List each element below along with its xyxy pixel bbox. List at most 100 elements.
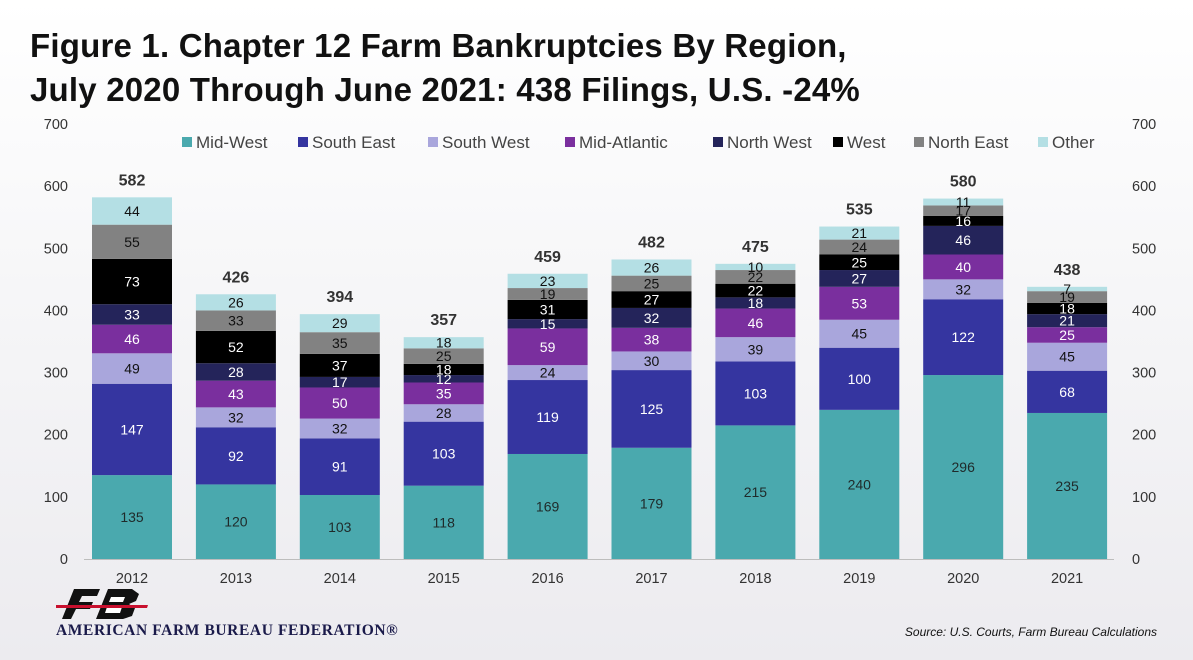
data-label: 18 — [748, 295, 764, 311]
bar-segment — [819, 254, 900, 271]
bar-segment — [715, 308, 796, 338]
data-label: 43 — [228, 386, 244, 402]
legend-swatch — [428, 137, 438, 147]
data-label: 25 — [644, 275, 660, 291]
bar-segment — [507, 453, 588, 559]
organization-name: AMERICAN FARM BUREAU FEDERATION® — [56, 622, 399, 639]
bar-segment — [923, 299, 1004, 376]
y-tick-label-left: 300 — [44, 366, 68, 382]
data-label: 28 — [228, 364, 244, 380]
data-label: 40 — [955, 259, 971, 275]
bar-segment — [1027, 327, 1108, 343]
y-tick-label-left: 100 — [44, 490, 68, 506]
bar-segment — [611, 447, 692, 559]
data-label: 45 — [852, 326, 868, 342]
data-label: 33 — [124, 306, 140, 322]
total-label: 426 — [223, 269, 250, 286]
bar-segment — [715, 283, 796, 298]
legend-swatch — [713, 137, 723, 147]
bar-segment — [819, 286, 900, 320]
bar-segment — [715, 425, 796, 559]
bar-segment — [299, 494, 380, 559]
total-label: 357 — [430, 312, 457, 329]
data-label: 50 — [332, 395, 348, 411]
x-tick-label: 2013 — [220, 571, 252, 587]
data-label: 21 — [852, 225, 868, 241]
data-label: 25 — [852, 254, 868, 270]
data-label: 215 — [744, 484, 768, 500]
bar-segment — [819, 226, 900, 240]
data-label: 25 — [1059, 327, 1075, 343]
bar-segment — [195, 484, 276, 559]
bar-segment — [1027, 291, 1108, 303]
y-tick-label-left: 400 — [44, 303, 68, 319]
bar-segment — [92, 224, 172, 259]
x-tick-label: 2015 — [428, 571, 460, 587]
bar-segment — [923, 225, 1004, 255]
data-label: 24 — [540, 365, 556, 381]
bar-segment — [819, 409, 900, 559]
data-label: 169 — [536, 498, 560, 514]
data-label: 39 — [748, 341, 764, 357]
data-label: 19 — [540, 286, 556, 302]
bar-segment — [299, 332, 380, 354]
bar-segment — [923, 198, 1004, 206]
bar-segment — [715, 263, 796, 271]
bar-segment — [92, 353, 172, 384]
legend-label: Other — [1052, 133, 1095, 152]
bar-segment — [1027, 302, 1108, 315]
bar-segment — [507, 365, 588, 381]
data-label: 24 — [852, 239, 868, 255]
total-label: 535 — [846, 202, 873, 219]
data-label: 16 — [955, 213, 971, 229]
x-tick-label: 2017 — [635, 571, 667, 587]
total-label: 459 — [534, 249, 561, 266]
data-label: 17 — [955, 203, 971, 219]
x-tick-label: 2019 — [843, 571, 875, 587]
bar-segment — [819, 347, 900, 410]
data-label: 92 — [228, 448, 244, 464]
source-note: Source: U.S. Courts, Farm Bureau Calcula… — [904, 625, 1157, 639]
data-label: 32 — [644, 310, 660, 326]
y-tick-label-right: 200 — [1132, 428, 1156, 444]
bar-segment — [403, 337, 484, 349]
y-tick-label-right: 500 — [1132, 241, 1156, 257]
data-label: 11 — [956, 194, 971, 210]
bar-segment — [923, 205, 1004, 216]
legend-swatch — [914, 137, 924, 147]
data-label: 45 — [1059, 349, 1075, 365]
data-label: 49 — [124, 361, 140, 377]
bar-segment — [403, 348, 484, 364]
data-label: 135 — [120, 509, 144, 525]
data-label: 53 — [852, 295, 868, 311]
x-tick-label: 2014 — [324, 571, 356, 587]
total-label: 582 — [119, 172, 146, 189]
data-label: 240 — [848, 476, 872, 492]
y-tick-label-right: 600 — [1132, 179, 1156, 195]
y-tick-label-right: 400 — [1132, 303, 1156, 319]
data-label: 44 — [124, 203, 140, 219]
data-label: 38 — [644, 332, 660, 348]
legend-label: North East — [928, 133, 1009, 152]
y-tick-label-left: 0 — [60, 552, 68, 568]
bar-segment — [611, 291, 692, 308]
chart-title-line-2: July 2020 Through June 2021: 438 Filings… — [30, 71, 860, 108]
bar-segment — [923, 215, 1004, 226]
y-tick-label-left: 600 — [44, 179, 68, 195]
data-label: 46 — [748, 315, 764, 331]
bar-segment — [1027, 412, 1108, 559]
bar-segment — [715, 297, 796, 309]
data-label: 31 — [540, 301, 556, 317]
data-label: 32 — [228, 409, 244, 425]
bar-segment — [715, 270, 796, 284]
data-label: 35 — [332, 335, 348, 351]
total-label: 438 — [1054, 262, 1081, 279]
bar-segment — [299, 314, 380, 333]
y-tick-label-right: 0 — [1132, 552, 1140, 568]
bar-segment — [611, 370, 692, 448]
data-label: 73 — [124, 274, 140, 290]
data-label: 28 — [436, 405, 452, 421]
data-label: 23 — [540, 273, 556, 289]
bar-segment — [195, 427, 276, 485]
bar-segment — [195, 380, 276, 408]
